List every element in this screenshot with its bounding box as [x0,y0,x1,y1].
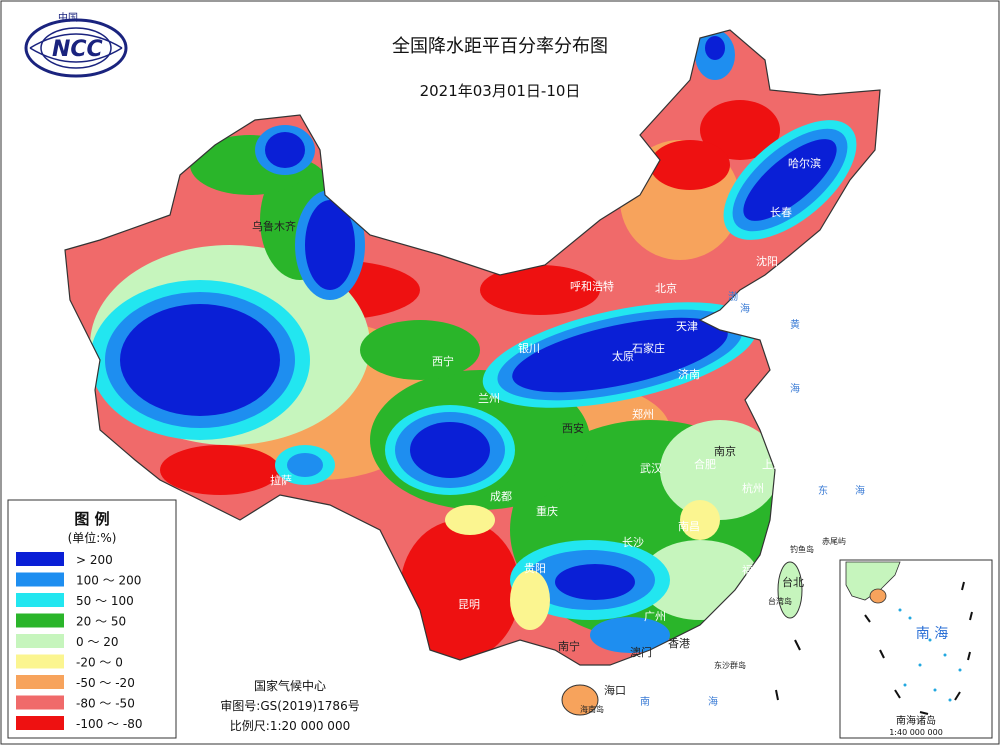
legend-swatch [16,634,64,648]
sea-yellow-2: 海 [790,382,800,395]
legend-swatch [16,552,64,566]
sea-south-2: 海 [708,695,718,708]
map-footer: 国家气候中心 审图号:GS(2019)1786号 比例尺:1:20 000 00… [220,678,359,733]
footer-org: 国家气候中心 [254,678,326,693]
city-hohhot: 呼和浩特 [570,279,614,293]
legend-label: 0 ～ 20 [76,635,119,649]
inset-nine-dash [864,581,973,715]
sea-labels: 渤 海 黄 海 东 海 南 海 赤尾屿 钓鱼岛 台湾岛 海南岛 东沙群岛 [580,290,865,714]
city-xian: 西安 [562,421,584,435]
city-nanning: 南宁 [558,639,580,653]
city-lhasa: 拉萨 [270,473,292,487]
city-lanzhou: 兰州 [478,392,500,405]
footer-scale: 比例尺:1:20 000 000 [230,719,350,733]
city-zhengzhou: 郑州 [632,407,654,421]
city-tianjin: 天津 [676,320,698,333]
label-hainan-island: 海南岛 [580,704,604,714]
legend-swatch [16,695,64,710]
city-urumqi: 乌鲁木齐 [252,219,296,233]
city-yinchuan: 银川 [518,341,540,355]
legend-label: 100 ～ 200 [76,574,141,588]
label-taiwan-island: 台湾岛 [768,596,792,606]
city-shijiazhuang: 石家庄 [632,341,665,355]
legend-label: -20 ～ 0 [76,656,123,670]
city-hangzhou: 杭州 [742,481,764,495]
map-date: 2021年03月01日-10日 [420,82,581,100]
legend-items: > 200 100 ～ 200 50 ～ 100 20 ～ 50 0 ～ 20 -20 ～… [16,552,142,731]
city-taibei: 台北 [782,575,804,589]
city-changchun: 长春 [770,206,792,219]
inset-scale: 1:40 000 000 [889,728,943,737]
ncc-logo: 中国 NCC [24,11,128,78]
city-guiyang: 贵阳 [524,562,546,575]
inset-sea-label: 南 海 [916,626,948,642]
city-guangzhou: 广州 [644,610,666,623]
sea-east-1: 东 [818,484,828,497]
legend-swatch [16,572,64,587]
city-labels: 乌鲁木齐 哈尔滨 长春 沈阳 呼和浩特 北京 天津 石家庄 银川 太原 济南 西… [252,156,821,697]
sea-bohai-2: 海 [740,302,750,315]
label-diaoyu: 钓鱼岛 [790,544,814,554]
city-hefei: 合肥 [694,457,716,471]
hainan-island-shape [561,684,599,716]
city-beijing: 北京 [655,281,677,295]
main-nine-dash [775,639,801,701]
logo-top-text: 中国 [58,11,78,24]
legend-swatch [16,716,64,730]
legend-swatch [16,654,64,669]
inset-title: 南海诸岛 [896,714,936,727]
legend-swatch [16,593,64,607]
legend-label: 20 ～ 50 [76,615,126,629]
city-chengdu: 成都 [490,490,512,503]
legend-swatch [16,675,64,689]
inset-islands [898,608,962,702]
legend-label: -50 ～ -20 [76,676,135,690]
city-aomen: 澳门 [630,645,652,659]
legend-unit: (单位:%) [68,530,117,545]
city-jinan: 济南 [678,367,700,381]
city-haikou: 海口 [604,683,626,697]
legend-label: > 200 [76,553,113,567]
taiwan-island-shape [777,561,803,619]
city-xining: 西宁 [432,354,454,368]
city-shanghai: 上海 [762,457,784,471]
legend-label: -80 ～ -50 [76,697,135,711]
city-chongqing: 重庆 [536,504,558,518]
legend-label: 50 ～ 100 [76,594,134,608]
sea-yellow-1: 黄 [790,318,800,331]
map-title: 全国降水距平百分率分布图 [392,36,608,57]
sea-bohai-1: 渤 [728,290,738,303]
city-nanjing: 南京 [714,444,736,458]
south-sea-inset: 南 海 南海诸岛 1:40 000 000 [839,559,993,739]
sea-east-2: 海 [855,484,865,497]
legend-title: 图 例 [74,510,109,528]
city-changsha: 长沙 [622,536,644,549]
city-xianggang: 香港 [668,637,690,650]
city-wuhan: 武汉 [640,462,662,475]
legend: 图 例 (单位:%) > 200 100 ～ 200 50 ～ 100 20 ～ 50… [7,499,177,739]
city-kunming: 昆明 [458,598,480,611]
label-chiwei: 赤尾屿 [822,537,846,546]
legend-label: -100 ～ -80 [76,717,142,731]
inset-hainan [869,588,887,604]
city-taiyuan: 太原 [612,350,634,363]
sea-south-1: 南 [640,695,650,708]
legend-swatch [16,613,64,628]
city-harbin: 哈尔滨 [788,156,821,170]
logo-ncc-text: NCC [52,37,103,62]
label-dongsha: 东沙群岛 [714,660,746,670]
city-shenyang: 沈阳 [756,254,778,268]
china-border [64,29,881,666]
city-nanchang: 南昌 [678,520,700,533]
footer-review: 审图号:GS(2019)1786号 [220,698,359,713]
city-fuzhou: 福州 [742,563,764,577]
